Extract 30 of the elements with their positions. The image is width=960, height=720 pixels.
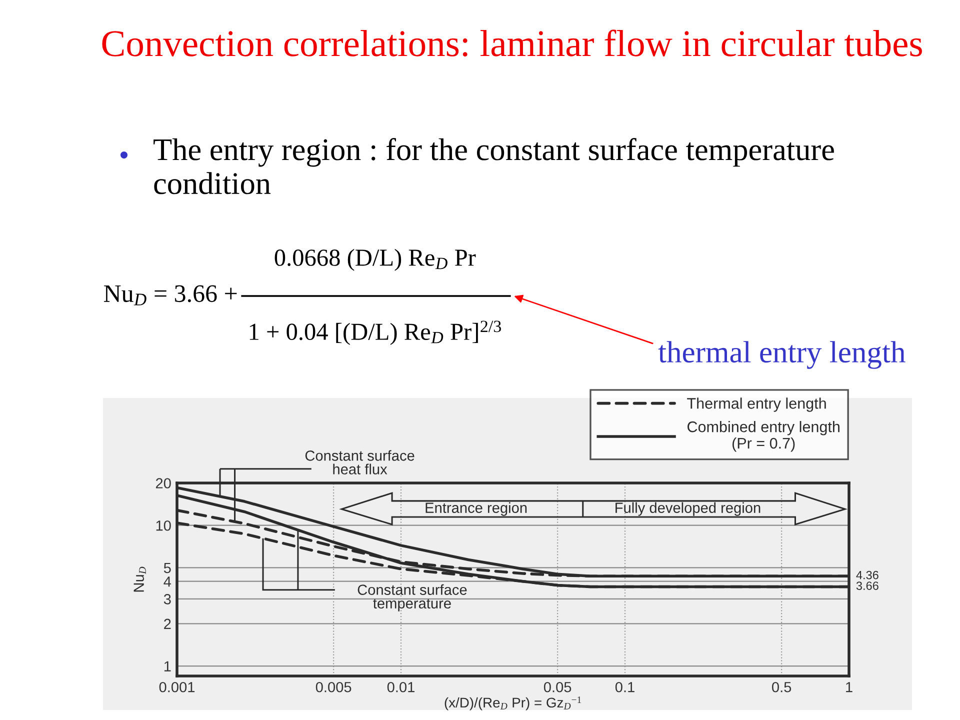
- y-tick-label: 5: [164, 562, 171, 574]
- chart-title: Convection correlations: laminar flow in circular tubes: [102, 30, 922, 57]
- annotation: Fully developed region: [616, 502, 760, 516]
- y-axis-title: Nu$_{D}$: [134, 566, 146, 592]
- x-axis-title: (x/D)/(Re$_{D}$ Pr) = Gz$_{D}$$^{−1}$: [444, 696, 582, 710]
- y-tick-label: 2: [164, 618, 171, 629]
- x-tick-label: 1: [846, 682, 852, 692]
- y-tick-label: 1: [164, 661, 171, 672]
- y-tick-label: 3: [164, 594, 171, 604]
- text: Constant surface heat flux: [305, 450, 414, 474]
- x-tick-label: 0.001: [159, 682, 195, 692]
- annotation: 4.36: [856, 570, 878, 580]
- x-tick-label: 0.01: [387, 682, 414, 692]
- annotation: 3.66: [856, 582, 878, 590]
- x-tick-label: 0.5: [772, 682, 792, 692]
- y-tick-label: 10: [156, 520, 171, 531]
- y-tick-label: 20: [156, 478, 171, 488]
- text: 1 + 0.04 [(D/L) Re$_{D}$ Pr]$^{2/3}$: [250, 320, 501, 345]
- legend-label: Combined entry length (Pr = 0.7): [688, 421, 840, 452]
- y-tick-label: 4: [164, 576, 172, 587]
- text: thermal entry length: [658, 341, 906, 369]
- x-tick-label: 0.1: [615, 682, 634, 692]
- x-tick-label: 0.005: [316, 682, 352, 692]
- text: Nu$_{D}$ = 3.66 +: [104, 285, 237, 306]
- legend-label: Thermal entry length: [687, 398, 826, 412]
- chart-subtitle: The entry region : for the constant surface temperature condition: [154, 138, 834, 194]
- x-tick-label: 0.05: [544, 682, 572, 692]
- annotation: Entrance region: [426, 502, 527, 516]
- text: 0.0668 (D/L) Re$_{D}$ Pr: [274, 248, 476, 271]
- annotation: Constant surface temperature: [358, 584, 467, 612]
